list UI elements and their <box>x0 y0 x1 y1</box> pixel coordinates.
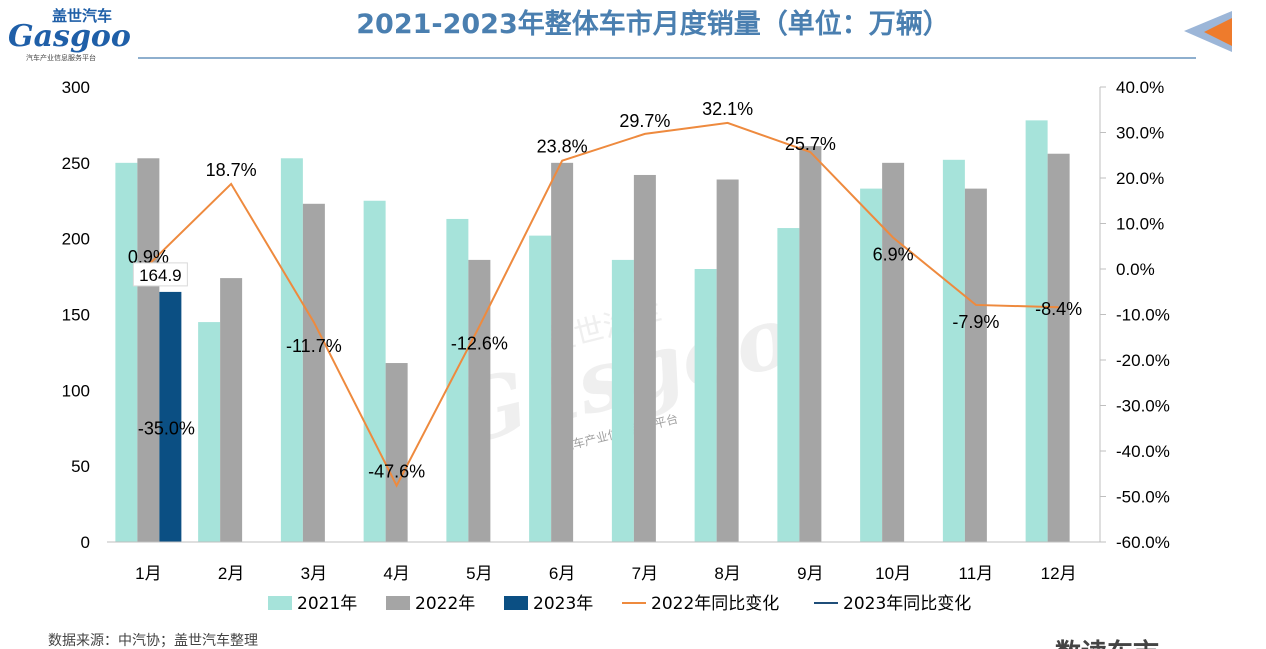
bar-2021年-7月 <box>611 259 634 542</box>
x-axis-tick-label: 2月 <box>218 564 244 583</box>
line-data-label-2022: 0.9% <box>128 247 169 267</box>
line-data-label-2022: -7.9% <box>952 312 999 332</box>
right-axis-tick-label: -10.0% <box>1116 306 1170 325</box>
bar-2022年-1月 <box>137 158 160 543</box>
bar-2022年-6月 <box>551 162 574 543</box>
legend-label: 2023年同比变化 <box>843 594 971 614</box>
lines-group <box>147 121 1059 488</box>
x-axis-tick-label: 7月 <box>632 564 658 583</box>
bar-2021年-10月 <box>860 188 883 542</box>
x-axis-tick-label: 11月 <box>959 564 994 583</box>
legend-swatch <box>386 596 410 610</box>
bar-2021年-1月 <box>115 162 138 543</box>
left-axis: 0 50 100 150 200 250 300 <box>62 78 90 552</box>
line-data-label-2022: 32.1% <box>702 99 753 119</box>
right-axis-tick-label: 30.0% <box>1116 124 1164 143</box>
left-axis-tick-label: 50 <box>71 457 90 476</box>
x-axis-tick-label: 6月 <box>549 564 575 583</box>
x-axis: 1月 2月 3月 4月 5月 6月 7月 8月 9月 10月 11月 12月 <box>107 541 1100 583</box>
legend-label: 2021年 <box>297 594 357 614</box>
legend-label: 2022年 <box>415 594 475 614</box>
bar-2021年-8月 <box>694 269 717 542</box>
brand-partial-text: 数读车市 <box>1055 638 1159 649</box>
source-note: 数据来源：中汽协；盖世汽车整理 <box>48 632 258 649</box>
bar-2022年-11月 <box>964 188 987 542</box>
arrow-decoration-icon <box>1184 11 1232 52</box>
line-data-label-2022: -11.7% <box>286 336 342 356</box>
bar-2023-label-box <box>132 262 188 287</box>
x-axis-tick-label: 3月 <box>301 564 327 583</box>
bar-2021年-3月 <box>280 158 303 543</box>
right-axis-tick-label: -60.0% <box>1116 533 1170 552</box>
x-axis-tick-label: 12月 <box>1041 564 1077 583</box>
line-data-label-2022: 23.8% <box>537 137 588 157</box>
data-labels-group: 0.9% 18.7% -11.7% -47.6% -12.6% 23.8% 29.7% 32.… <box>128 99 1082 482</box>
line-data-label-2022: 29.7% <box>619 111 670 131</box>
left-axis-tick-label: 300 <box>62 78 90 97</box>
line-data-label-2022: 6.9% <box>873 245 914 265</box>
line-data-label-2022: -47.6% <box>368 462 425 482</box>
bar-2022年-3月 <box>302 203 325 543</box>
line-data-label-2022: -8.4% <box>1035 299 1082 319</box>
left-axis-tick-label: 250 <box>62 154 90 173</box>
left-axis-tick-label: 100 <box>62 381 90 400</box>
right-axis-tick-label: -30.0% <box>1116 397 1170 416</box>
chart-title: 2021-2023年整体车市月度销量（单位：万辆） <box>356 8 950 40</box>
bar-2021年-12月 <box>1025 120 1048 542</box>
x-axis-tick-label: 1月 <box>135 564 161 583</box>
logo-cn-text: 盖世汽车 <box>52 7 112 25</box>
bar-2022年-5月 <box>468 259 491 542</box>
logo-en-text: Gasgoo <box>8 19 131 54</box>
right-axis-tick-label: 40.0% <box>1116 78 1164 97</box>
bar-2021年-9月 <box>777 228 800 543</box>
bar-2021年-6月 <box>529 235 552 542</box>
bars-group <box>115 120 1070 543</box>
bar-2022年-10月 <box>882 162 905 543</box>
right-axis-tick-label: -40.0% <box>1116 442 1170 461</box>
right-axis-tick-label: 20.0% <box>1116 169 1164 188</box>
x-axis-tick-label: 8月 <box>714 564 740 583</box>
right-axis-tick-label: 0.0% <box>1116 260 1155 279</box>
right-axis-tick-label: -20.0% <box>1116 351 1170 370</box>
bar-2022年-2月 <box>220 278 243 542</box>
legend: 2021年 2022年 2023年 2022年同比变化 2023年同比变化 <box>268 594 971 614</box>
legend-label: 2023年 <box>533 594 593 614</box>
gasgoo-logo: 盖世汽车 Gasgoo 汽车产业信息服务平台 <box>8 7 131 62</box>
x-axis-tick-label: 4月 <box>383 564 409 583</box>
bar-2021年-2月 <box>198 322 221 542</box>
line-data-label-2022: 18.7% <box>206 160 257 180</box>
line-data-label-2022: -12.6% <box>451 333 508 353</box>
right-axis-tick-label: 10.0% <box>1116 215 1164 234</box>
right-axis: -60.0% -50.0% -40.0% -30.0% -20.0% -10.0% 0.0%… <box>1099 78 1170 552</box>
left-axis-tick-label: 0 <box>81 533 90 552</box>
bar-2022年-7月 <box>633 174 656 542</box>
bar-2021年-4月 <box>363 200 386 542</box>
line-data-label-2022: 25.7% <box>785 134 836 154</box>
legend-swatch <box>268 596 292 610</box>
bar-2022年-12月 <box>1047 153 1070 542</box>
x-axis-tick-label: 5月 <box>466 564 492 583</box>
bar-2022年-4月 <box>385 363 408 542</box>
bar-2023年-1月 <box>159 291 182 542</box>
x-axis-tick-label: 10月 <box>875 564 911 583</box>
bar-data-label-2023: 164.9 <box>139 266 182 285</box>
bar-2022年-8月 <box>716 179 739 542</box>
left-axis-tick-label: 200 <box>62 230 90 249</box>
legend-label: 2022年同比变化 <box>651 594 779 614</box>
line-data-label-2023: -35.0% <box>138 418 195 438</box>
legend-swatch <box>504 596 528 610</box>
right-axis-tick-label: -50.0% <box>1116 488 1170 507</box>
bar-2021年-11月 <box>942 159 965 543</box>
logo-sub-text: 汽车产业信息服务平台 <box>26 53 96 62</box>
bar-2022年-9月 <box>799 146 822 542</box>
x-axis-tick-label: 9月 <box>797 564 823 583</box>
bar-2021年-5月 <box>446 218 469 542</box>
left-axis-tick-label: 150 <box>62 306 90 325</box>
line-2022年同比变化 <box>147 121 1059 488</box>
